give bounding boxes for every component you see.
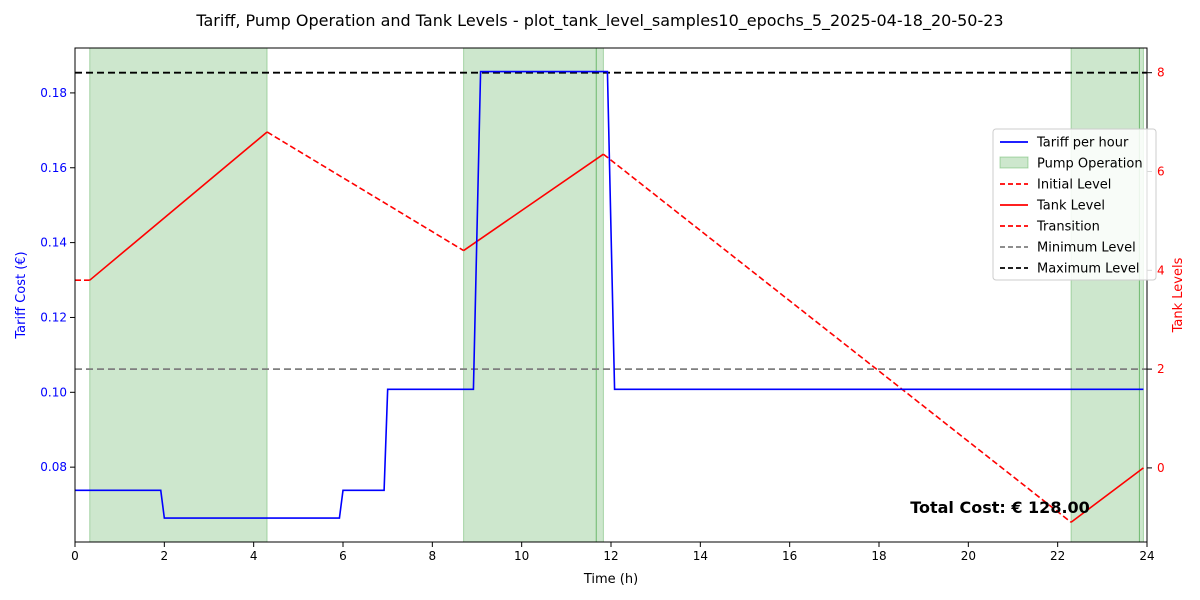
x-tick-label: 8 [429, 549, 437, 563]
tank-level-line [1070, 467, 1144, 523]
y-right-tick-label: 4 [1157, 263, 1165, 277]
y-left-tick-label: 0.08 [40, 460, 67, 474]
x-tick-label: 22 [1050, 549, 1065, 563]
x-axis-label: Time (h) [583, 572, 638, 587]
legend-label: Tariff per hour [1036, 136, 1129, 151]
legend-label: Tank Level [1036, 199, 1105, 214]
tariff-line [75, 70, 1144, 519]
x-tick-label: 20 [961, 549, 976, 563]
x-tick-label: 24 [1139, 549, 1154, 563]
y-right-tick-label: 2 [1157, 362, 1165, 376]
x-axis: 0 2 4 6 8 10 12 14 16 18 20 22 24 [71, 542, 1155, 563]
level-reference-lines [75, 71, 1147, 371]
legend-label: Minimum Level [1037, 241, 1136, 256]
y-left-tick-label: 0.10 [40, 385, 67, 399]
x-tick-label: 6 [339, 549, 347, 563]
y-axis-right-label: Tank Levels [1171, 257, 1186, 333]
y-right-tick-label: 0 [1157, 461, 1165, 475]
legend-box [992, 128, 1157, 281]
y-right-tick-label: 8 [1157, 66, 1165, 80]
x-tick-label: 0 [71, 549, 79, 563]
transition-line [266, 131, 465, 252]
pump-operation-spans [89, 47, 1144, 543]
y-axis-left: 0.08 0.10 0.12 0.14 0.16 0.18 [40, 86, 75, 474]
pump-operation-span [89, 47, 268, 543]
x-tick-label: 12 [603, 549, 618, 563]
pump-operation-span [595, 47, 604, 543]
series-lines [75, 70, 1144, 523]
transition-line [602, 153, 1072, 523]
x-tick-label: 14 [693, 549, 708, 563]
legend-label: Maximum Level [1037, 262, 1140, 277]
y-axis-left-label: Tariff Cost (€) [14, 251, 29, 339]
legend-label: Transition [1036, 220, 1100, 235]
tank-level-line [89, 131, 268, 281]
y-left-tick-label: 0.18 [40, 86, 67, 100]
legend-label: Initial Level [1037, 178, 1111, 193]
chart-title: Tariff, Pump Operation and Tank Levels -… [195, 11, 1003, 31]
legend-label: Pump Operation [1037, 157, 1143, 172]
pump-operation-span [463, 47, 597, 543]
y-left-tick-label: 0.16 [40, 161, 67, 175]
x-tick-label: 16 [782, 549, 797, 563]
x-tick-label: 18 [871, 549, 886, 563]
y-left-tick-label: 0.14 [40, 236, 67, 250]
legend-swatch [999, 156, 1029, 169]
x-tick-label: 10 [514, 549, 529, 563]
tank-level-line [463, 153, 604, 252]
y-right-tick-label: 6 [1157, 165, 1165, 179]
x-tick-label: 4 [250, 549, 258, 563]
x-tick-label: 2 [161, 549, 169, 563]
total-cost-annotation: Total Cost: € 128.00 [910, 498, 1090, 517]
pump-operation-span [1070, 47, 1140, 543]
legend: Tariff per hour Pump Operation Initial Lev… [992, 128, 1157, 281]
y-left-tick-label: 0.12 [40, 310, 67, 324]
